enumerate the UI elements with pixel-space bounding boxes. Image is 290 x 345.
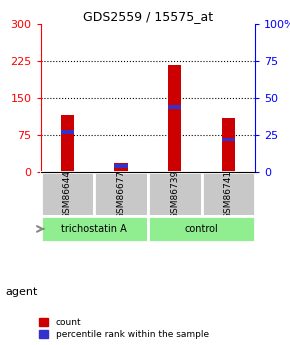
Text: GSM86677: GSM86677 bbox=[117, 169, 126, 219]
Bar bbox=[168, 65, 182, 172]
Bar bbox=[168, 105, 182, 109]
Bar bbox=[202, 172, 255, 216]
Text: GSM86741: GSM86741 bbox=[224, 170, 233, 219]
Bar bbox=[41, 216, 148, 241]
Text: GSM86644: GSM86644 bbox=[63, 170, 72, 219]
Bar bbox=[114, 164, 128, 168]
Text: agent: agent bbox=[6, 287, 38, 296]
Bar bbox=[114, 163, 128, 172]
Legend: count, percentile rank within the sample: count, percentile rank within the sample bbox=[39, 318, 209, 339]
Bar bbox=[61, 115, 74, 172]
Bar bbox=[61, 130, 74, 134]
Bar bbox=[222, 118, 235, 172]
Bar bbox=[41, 172, 94, 216]
Bar bbox=[148, 216, 255, 241]
Title: GDS2559 / 15575_at: GDS2559 / 15575_at bbox=[83, 10, 213, 23]
Text: GSM86739: GSM86739 bbox=[170, 169, 179, 219]
Bar bbox=[94, 172, 148, 216]
Bar bbox=[148, 172, 202, 216]
Bar bbox=[222, 138, 235, 141]
Text: trichostatin A: trichostatin A bbox=[61, 224, 127, 234]
Text: control: control bbox=[185, 224, 218, 234]
